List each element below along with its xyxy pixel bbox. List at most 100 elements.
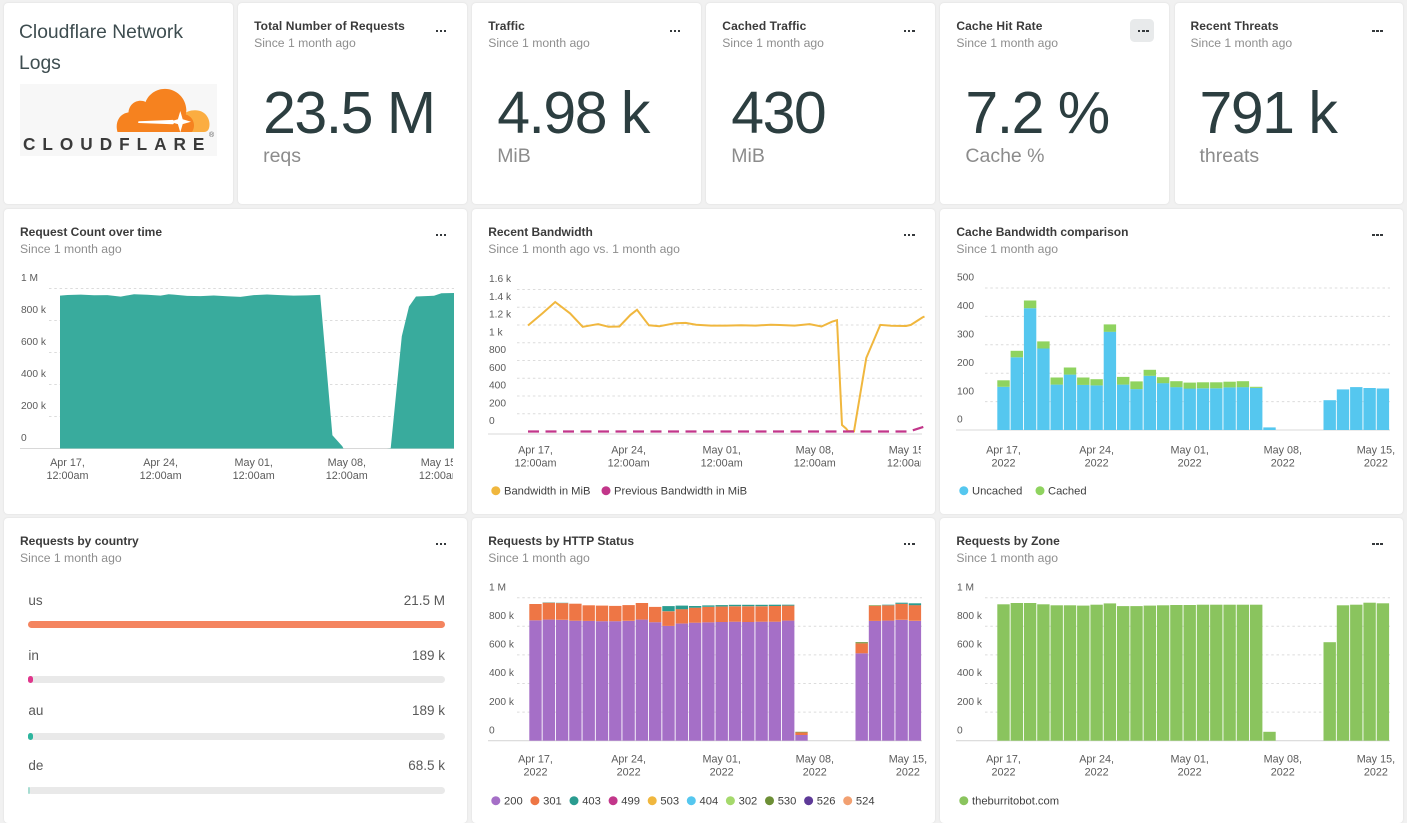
- svg-text:300: 300: [957, 330, 974, 341]
- svg-text:May 15,: May 15,: [889, 445, 927, 457]
- svg-text:May 15,: May 15,: [1357, 754, 1395, 766]
- svg-text:Apr 17,: Apr 17,: [518, 754, 553, 766]
- svg-text:CLOUDFLARE: CLOUDFLARE: [23, 134, 211, 154]
- svg-text:2022: 2022: [1271, 458, 1295, 470]
- svg-text:800 k: 800 k: [21, 305, 47, 316]
- svg-text:Apr 17,: Apr 17,: [986, 445, 1021, 457]
- svg-text:530: 530: [778, 796, 797, 808]
- svg-text:302: 302: [739, 796, 758, 808]
- svg-text:524: 524: [856, 796, 875, 808]
- svg-text:May 08,: May 08,: [1264, 445, 1302, 457]
- svg-text:May 15,: May 15,: [1357, 445, 1395, 457]
- svg-text:500: 500: [957, 273, 974, 284]
- svg-text:1.6 k: 1.6 k: [489, 274, 512, 285]
- svg-text:Apr 17,: Apr 17,: [518, 445, 553, 457]
- svg-text:2022: 2022: [992, 767, 1016, 779]
- svg-text:0: 0: [489, 416, 495, 427]
- svg-text:12:00am: 12:00am: [233, 470, 275, 482]
- svg-text:404: 404: [700, 796, 719, 808]
- svg-text:2022: 2022: [710, 767, 734, 779]
- svg-text:0: 0: [489, 725, 495, 736]
- svg-text:Apr 24,: Apr 24,: [143, 457, 178, 469]
- svg-text:Apr 24,: Apr 24,: [611, 445, 646, 457]
- svg-text:0: 0: [957, 415, 963, 426]
- svg-text:200: 200: [504, 796, 523, 808]
- svg-text:403: 403: [582, 796, 601, 808]
- svg-text:800 k: 800 k: [957, 611, 983, 622]
- svg-text:526: 526: [817, 796, 836, 808]
- svg-text:2022: 2022: [1085, 767, 1109, 779]
- svg-text:400 k: 400 k: [489, 668, 515, 679]
- svg-text:200: 200: [957, 358, 974, 369]
- svg-text:400: 400: [489, 381, 506, 392]
- svg-text:Apr 24,: Apr 24,: [1080, 754, 1115, 766]
- svg-text:1.2 k: 1.2 k: [489, 310, 512, 321]
- svg-text:May 01,: May 01,: [1171, 754, 1209, 766]
- svg-text:2022: 2022: [617, 767, 641, 779]
- svg-text:12:00am: 12:00am: [46, 470, 88, 482]
- svg-text:May 15,: May 15,: [421, 457, 459, 469]
- svg-text:400: 400: [957, 301, 974, 312]
- svg-text:Apr 17,: Apr 17,: [50, 457, 85, 469]
- svg-text:2022: 2022: [803, 767, 827, 779]
- svg-text:2022: 2022: [1271, 767, 1295, 779]
- svg-text:2022: 2022: [1178, 767, 1202, 779]
- svg-text:1.4 k: 1.4 k: [489, 292, 512, 303]
- svg-text:May 01,: May 01,: [1171, 445, 1209, 457]
- svg-text:12:00am: 12:00am: [515, 458, 557, 470]
- svg-text:200: 200: [489, 398, 506, 409]
- svg-text:May 15,: May 15,: [889, 754, 927, 766]
- svg-text:®: ®: [209, 131, 215, 139]
- svg-text:499: 499: [621, 796, 640, 808]
- svg-text:May 01,: May 01,: [234, 457, 272, 469]
- svg-text:2022: 2022: [992, 458, 1016, 470]
- svg-text:503: 503: [661, 796, 680, 808]
- svg-text:May 08,: May 08,: [796, 445, 834, 457]
- svg-text:Uncached: Uncached: [972, 486, 1022, 498]
- svg-text:800 k: 800 k: [489, 611, 515, 622]
- svg-text:2022: 2022: [1085, 458, 1109, 470]
- svg-text:Apr 17,: Apr 17,: [986, 754, 1021, 766]
- svg-text:May 01,: May 01,: [703, 754, 741, 766]
- svg-text:200 k: 200 k: [21, 401, 47, 412]
- svg-text:12:00am: 12:00am: [794, 458, 836, 470]
- svg-text:12:00am: 12:00am: [419, 470, 461, 482]
- svg-text:12:00am: 12:00am: [701, 458, 743, 470]
- svg-text:600 k: 600 k: [21, 337, 47, 348]
- svg-text:2022: 2022: [1178, 458, 1202, 470]
- svg-text:Previous Bandwidth in MiB: Previous Bandwidth in MiB: [614, 486, 747, 498]
- svg-text:12:00am: 12:00am: [140, 470, 182, 482]
- svg-text:0: 0: [21, 433, 27, 444]
- svg-text:600 k: 600 k: [957, 640, 983, 651]
- svg-text:301: 301: [543, 796, 562, 808]
- svg-text:12:00am: 12:00am: [326, 470, 368, 482]
- svg-text:200 k: 200 k: [489, 697, 515, 708]
- svg-text:200 k: 200 k: [957, 697, 983, 708]
- svg-text:12:00am: 12:00am: [887, 458, 929, 470]
- svg-text:0: 0: [957, 725, 963, 736]
- svg-text:1 k: 1 k: [489, 327, 503, 338]
- svg-text:2022: 2022: [1364, 458, 1388, 470]
- svg-text:Apr 24,: Apr 24,: [1080, 445, 1115, 457]
- svg-text:100: 100: [957, 386, 974, 397]
- svg-text:1 M: 1 M: [21, 273, 38, 284]
- svg-text:800: 800: [489, 345, 506, 356]
- svg-text:May 08,: May 08,: [796, 754, 834, 766]
- svg-text:May 08,: May 08,: [328, 457, 366, 469]
- svg-text:600 k: 600 k: [489, 640, 515, 651]
- svg-text:12:00am: 12:00am: [608, 458, 650, 470]
- svg-text:theburritobot.com: theburritobot.com: [972, 796, 1059, 808]
- svg-text:Cached: Cached: [1048, 486, 1087, 498]
- svg-text:May 01,: May 01,: [703, 445, 741, 457]
- svg-text:Apr 24,: Apr 24,: [611, 754, 646, 766]
- svg-text:1 M: 1 M: [489, 582, 506, 593]
- svg-text:Bandwidth in MiB: Bandwidth in MiB: [504, 486, 590, 498]
- svg-text:2022: 2022: [1364, 767, 1388, 779]
- svg-text:400 k: 400 k: [957, 668, 983, 679]
- svg-text:600: 600: [489, 363, 506, 374]
- svg-text:2022: 2022: [896, 767, 920, 779]
- svg-text:2022: 2022: [524, 767, 548, 779]
- svg-text:1 M: 1 M: [957, 582, 974, 593]
- svg-text:May 08,: May 08,: [1264, 754, 1302, 766]
- svg-text:400 k: 400 k: [21, 369, 47, 380]
